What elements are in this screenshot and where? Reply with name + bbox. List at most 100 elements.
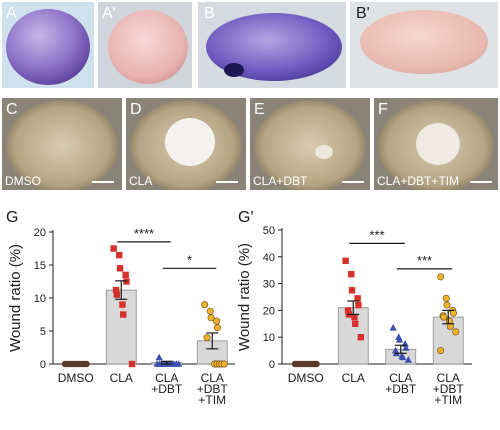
data-point [83, 360, 90, 368]
y-tick-label: 10 [34, 293, 46, 305]
embryo-image [130, 100, 242, 190]
data-point [116, 265, 124, 272]
bar [105, 289, 137, 365]
significance-label: **** [134, 226, 154, 241]
data-point [404, 356, 412, 363]
x-tick-label: CLA +DBT +TIM [197, 371, 229, 407]
data-point [389, 324, 397, 331]
data-point [123, 278, 130, 285]
significance-label: *** [369, 227, 384, 242]
panel-b-prime-photo [350, 2, 498, 88]
data-point [175, 360, 183, 367]
panel-d-photo [126, 98, 246, 190]
treatment-label-f: CLA+DBT+TIM [377, 174, 460, 188]
panel-b-photo [198, 2, 346, 88]
panel-c-photo [2, 98, 122, 190]
x-tick-label: DMSO [288, 371, 324, 385]
panel-label-b-prime: B' [356, 5, 370, 22]
x-tick-label: CLA +DBT [385, 371, 417, 396]
significance-label: *** [417, 253, 432, 268]
embryo-image [378, 100, 494, 190]
panel-a-photo [2, 2, 94, 88]
chart-panel-label: G [6, 209, 18, 226]
y-tick-label: 15 [34, 260, 46, 272]
bar [432, 316, 464, 365]
data-point [452, 328, 460, 336]
panel-label-b: B [204, 5, 215, 22]
treatment-label-e: CLA+DBT [253, 174, 308, 188]
x-tick-label: CLA [110, 371, 133, 385]
panel-label-d: D [130, 101, 142, 118]
treatment-label-d: CLA [129, 174, 153, 188]
scale-bar [92, 181, 114, 183]
scale-bar [470, 181, 492, 183]
data-point [206, 307, 214, 315]
data-point [357, 334, 365, 341]
data-point [442, 294, 450, 302]
panel-label-a: A [6, 5, 17, 22]
panel-label-f: F [378, 101, 388, 118]
embryo-image [108, 10, 188, 84]
data-point [351, 313, 358, 321]
data-point [116, 251, 123, 259]
significance-label: * [187, 252, 192, 267]
y-tick-label: 50 [263, 225, 275, 237]
data-point [201, 301, 209, 309]
data-point [112, 286, 120, 294]
panel-label-c: C [6, 101, 18, 118]
panel-f-photo [374, 98, 498, 190]
data-point [220, 360, 228, 368]
data-point [395, 336, 404, 343]
data-point [437, 273, 445, 281]
data-point [352, 320, 359, 327]
y-tick-label: 0 [269, 359, 275, 371]
data-point [402, 344, 410, 351]
y-axis-label: Wound ratio (%) [7, 244, 24, 352]
chart-panel-label: G' [238, 209, 254, 226]
scale-bar [216, 181, 238, 183]
y-axis-label: Wound ratio (%) [236, 243, 253, 351]
embryo-image [6, 9, 90, 85]
data-point [203, 334, 211, 342]
y-tick-label: 5 [40, 326, 46, 338]
embryo-image [206, 13, 342, 81]
y-tick-label: 40 [263, 252, 275, 264]
data-point [207, 314, 215, 322]
panel-e-photo [250, 98, 370, 190]
y-tick-label: 20 [263, 305, 275, 317]
data-point [348, 271, 355, 278]
data-point [213, 324, 221, 332]
data-point [437, 347, 445, 355]
data-point [342, 257, 349, 265]
data-point [120, 311, 127, 318]
data-point [122, 271, 129, 279]
treatment-label-c: DMSO [5, 174, 41, 188]
panel-label-a-prime: A' [102, 5, 116, 22]
data-point [155, 353, 163, 361]
data-point [113, 291, 121, 298]
panel-a-prime-photo [98, 2, 192, 88]
embryo-image [254, 100, 366, 190]
data-point [119, 301, 126, 308]
data-point [348, 287, 356, 294]
data-point [344, 307, 352, 314]
scale-bar [342, 181, 364, 183]
data-point [213, 317, 221, 325]
data-point [443, 301, 451, 309]
data-point [110, 245, 117, 252]
y-tick-label: 30 [263, 279, 275, 291]
data-point [399, 353, 407, 361]
data-point [440, 313, 448, 321]
embryo-image [6, 100, 118, 190]
panel-label-e: E [254, 101, 265, 118]
chart-g-prime: G' Wound ratio (%) 0 10 20 30 40 50 *** *** DMSO CL… [236, 209, 472, 407]
x-tick-label: CLA [342, 371, 365, 385]
data-point [355, 301, 362, 309]
data-point [313, 360, 320, 368]
y-tick-label: 20 [34, 227, 46, 239]
y-tick-label: 10 [263, 332, 275, 344]
x-tick-label: CLA +DBT +TIM [433, 371, 465, 407]
data-point [128, 360, 136, 368]
